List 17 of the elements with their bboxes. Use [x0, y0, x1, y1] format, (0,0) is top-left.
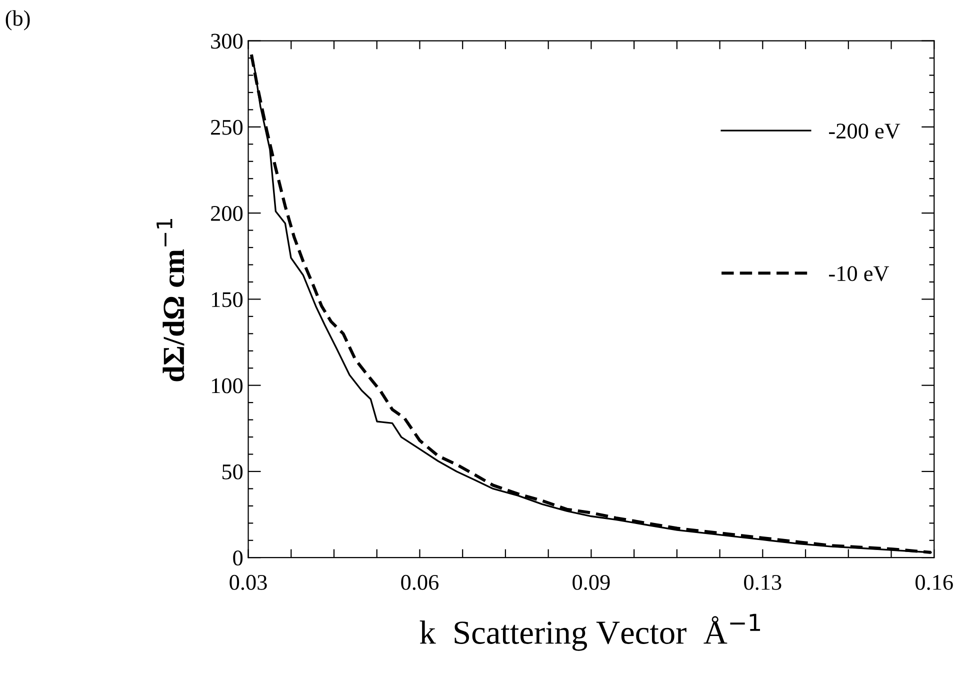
text: (b) — [6, 10, 30, 30]
y-tick-label: 300 — [211, 34, 243, 49]
y-tick-label: 50 — [222, 464, 243, 480]
legend-label: -200 eV — [829, 124, 900, 139]
y-tick-label: 250 — [211, 120, 243, 135]
x-tick-label: 0.06 — [401, 574, 439, 590]
y-tick-label: 200 — [211, 206, 243, 221]
x-tick-label: 0.03 — [230, 574, 267, 590]
y-tick-label: 100 — [212, 378, 243, 394]
x-axis-title: k Scattering Vector Å$^{−1}$ — [420, 614, 760, 651]
x-tick-label: 0.09 — [572, 574, 610, 590]
x-tick-label: 0.13 — [744, 574, 782, 590]
legend-label: -10 eV — [829, 266, 890, 282]
y-tick-label: 0 — [233, 550, 243, 566]
y-tick-label: 150 — [212, 292, 243, 308]
y-axis-title: dΣ/dΩ cm$^{−1}$ — [156, 219, 184, 382]
x-tick-label: 0.16 — [916, 574, 953, 590]
